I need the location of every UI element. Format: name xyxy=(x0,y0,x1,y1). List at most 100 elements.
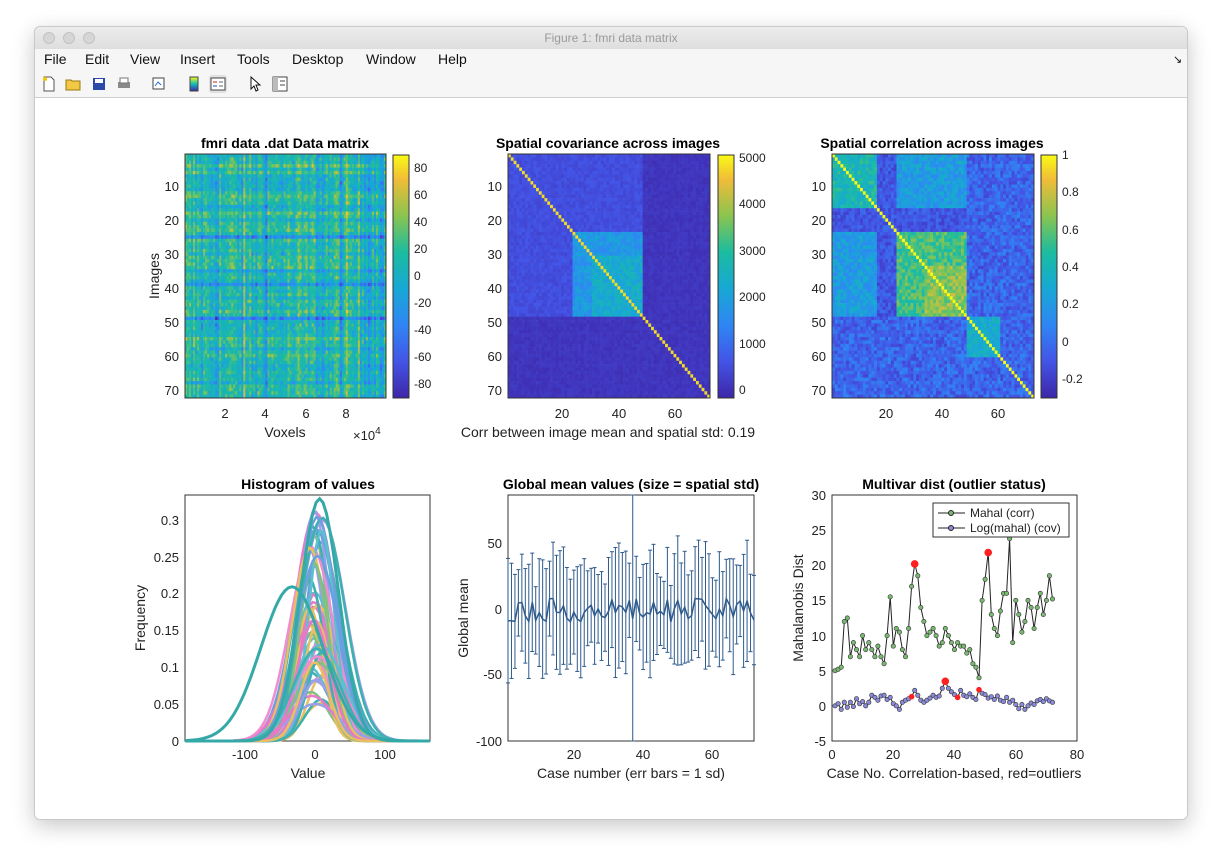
heatmap-cell xyxy=(325,313,329,317)
heatmap-cell xyxy=(211,187,214,192)
heatmap-cell xyxy=(263,184,266,189)
heatmap-cell xyxy=(279,194,282,199)
heatmap-cell xyxy=(185,164,188,168)
heatmap-cell xyxy=(333,306,337,311)
heatmap-cell xyxy=(221,306,224,311)
heatmap-cell xyxy=(305,208,308,212)
heatmap-cell xyxy=(211,191,214,195)
heatmap-cell xyxy=(215,235,218,240)
heatmap-cell xyxy=(377,265,381,270)
heatmap-cell xyxy=(351,221,355,226)
heatmap-cell xyxy=(369,191,373,195)
heatmap-cell xyxy=(287,313,290,317)
heatmap-cell xyxy=(355,174,359,179)
save-icon[interactable] xyxy=(90,75,108,93)
heatmap-cell xyxy=(361,245,365,250)
heatmap-cell xyxy=(295,211,298,216)
heatmap-cell xyxy=(373,221,377,226)
heatmap-cell xyxy=(359,181,363,185)
heatmap-cell xyxy=(185,231,188,236)
heatmap-cell xyxy=(297,160,300,165)
heatmap-cell xyxy=(319,201,322,206)
heatmap-cell xyxy=(315,187,318,192)
heatmap-cell xyxy=(227,245,230,250)
heatmap-cell xyxy=(199,204,202,209)
heatmap-cell xyxy=(355,282,359,287)
dock-arrow-icon[interactable]: ↘ xyxy=(1173,54,1183,66)
heatmap-cell xyxy=(211,262,214,267)
heatmap-cell xyxy=(301,198,304,202)
heatmap-cell xyxy=(279,174,282,179)
menu-help[interactable]: Help xyxy=(438,51,467,67)
heatmap-cell xyxy=(371,238,375,243)
heatmap-cell xyxy=(379,215,383,219)
heatmap-cell xyxy=(271,208,274,212)
heatmap-cell xyxy=(211,272,214,277)
heatmap-cell xyxy=(329,286,333,290)
property-inspector-icon[interactable] xyxy=(271,75,289,93)
menu-window[interactable]: Window xyxy=(366,51,416,67)
heatmap-cell xyxy=(197,211,200,216)
heatmap-cell xyxy=(239,208,242,212)
heatmap-cell xyxy=(301,269,304,273)
heatmap-cell xyxy=(193,313,196,317)
new-figure-icon[interactable] xyxy=(40,75,58,93)
heatmap-cell xyxy=(195,170,198,175)
heatmap-cell xyxy=(229,221,232,226)
heatmap-cell xyxy=(283,167,286,172)
heatmap-cell xyxy=(249,231,252,236)
heatmap-cell xyxy=(283,228,286,233)
link-plot-icon[interactable] xyxy=(150,75,168,93)
heatmap-cell xyxy=(323,306,326,311)
zoom-window-button[interactable] xyxy=(83,32,95,44)
heatmap-cell xyxy=(239,191,242,195)
heatmap-cell xyxy=(197,313,200,317)
heatmap-cell xyxy=(325,292,329,297)
minimize-window-button[interactable] xyxy=(63,32,75,44)
close-window-button[interactable] xyxy=(43,32,55,44)
heatmap-cell xyxy=(349,279,353,284)
heatmap-cell xyxy=(325,215,329,219)
heatmap-cell xyxy=(301,265,304,270)
heatmap-cell xyxy=(343,252,347,256)
heatmap-cell xyxy=(199,167,202,172)
heatmap-cell xyxy=(317,211,320,216)
menu-edit[interactable]: Edit xyxy=(85,51,110,67)
heatmap-cell xyxy=(303,204,306,209)
heatmap-cell xyxy=(327,177,331,182)
heatmap-cell xyxy=(279,211,282,216)
menu-desktop[interactable]: Desktop xyxy=(292,51,344,67)
menu-view[interactable]: View xyxy=(130,51,161,67)
heatmap-cell xyxy=(329,198,333,202)
heatmap-cell xyxy=(255,306,258,311)
heatmap-cell xyxy=(245,303,248,307)
menu-insert[interactable]: Insert xyxy=(180,51,216,67)
heatmap-cell xyxy=(259,184,262,189)
print-icon[interactable] xyxy=(115,75,133,93)
heatmap-cell xyxy=(311,259,314,263)
heatmap-cell xyxy=(289,265,292,270)
heatmap-cell xyxy=(255,187,258,192)
heatmap-cell xyxy=(269,242,272,246)
heatmap-cell xyxy=(377,235,381,240)
heatmap-cell xyxy=(217,252,220,256)
heatmap-cell xyxy=(199,292,202,297)
heatmap-cell xyxy=(229,211,232,216)
open-file-icon[interactable] xyxy=(64,75,82,93)
heatmap-cell xyxy=(311,177,314,182)
heatmap-cell xyxy=(223,198,226,202)
heatmap-cell xyxy=(327,231,331,236)
menu-file[interactable]: File xyxy=(44,51,67,67)
legend-icon[interactable] xyxy=(209,75,227,93)
heatmap-cell xyxy=(319,276,322,280)
heatmap-cell xyxy=(373,154,377,158)
heatmap-cell xyxy=(363,157,367,162)
heatmap-cell xyxy=(281,289,284,294)
colorbar-icon[interactable] xyxy=(185,75,203,93)
menu-tools[interactable]: Tools xyxy=(237,51,270,67)
heatmap-cell xyxy=(251,160,254,165)
heatmap-cell xyxy=(299,316,302,321)
heatmap-cell xyxy=(273,221,276,226)
pointer-icon[interactable] xyxy=(246,75,264,93)
heatmap-cell xyxy=(309,221,312,226)
